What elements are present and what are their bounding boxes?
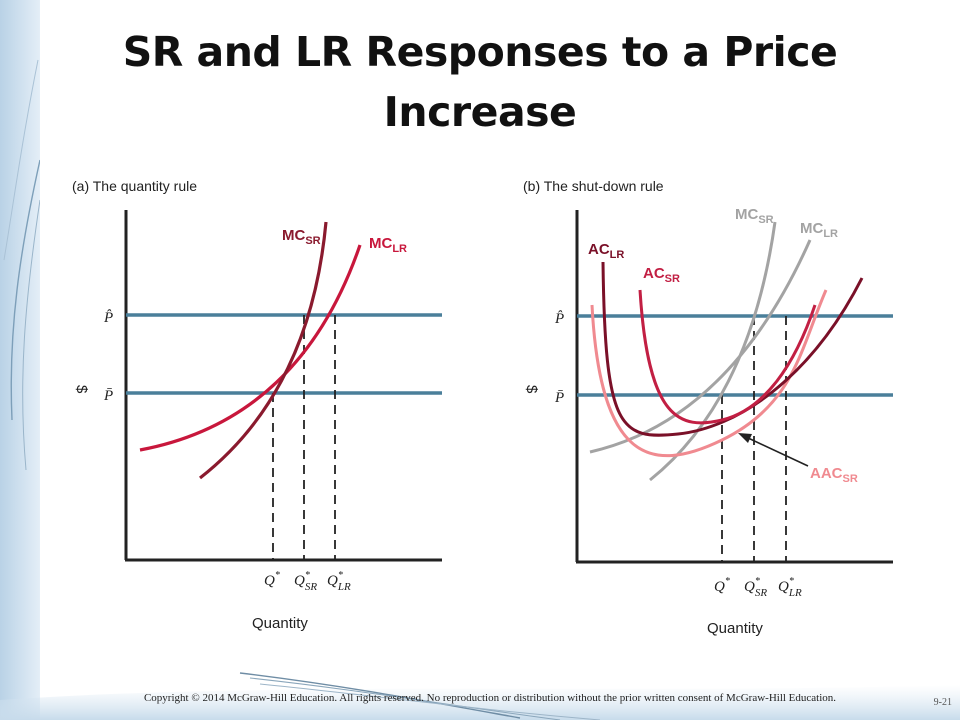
panel-b-price-label-high: P̂: [554, 311, 564, 327]
left-decoration: [0, 0, 40, 720]
panel-b-ac-sr-curve: [638, 289, 817, 425]
panel-a-mc-lr-label: MCLR: [369, 235, 407, 255]
panel-a-qlr-label: Q* LR: [327, 570, 351, 593]
panel-a-mc-sr-curve: [199, 221, 328, 480]
panel-b-price-label-low: P̄: [554, 390, 564, 406]
panel-b-q-label: Q*: [714, 576, 730, 595]
page-number: 9-21: [933, 697, 952, 708]
panel-a-y-axis-label: $: [73, 385, 90, 394]
panel-b-ac-sr-label: ACSR: [643, 265, 680, 285]
panel-b-y-axis-label: $: [523, 385, 540, 394]
panel-a-qsr-label: Q* SR: [294, 570, 317, 593]
panel-b-ac-lr-label: ACLR: [588, 241, 624, 261]
panel-b-mc-lr-curve: [589, 239, 812, 454]
panel-b-aac-sr-curve: [590, 289, 828, 458]
panel-a-mc-lr-curve: [139, 244, 362, 452]
panel-b-qlr-label: Q* LR: [778, 576, 802, 599]
panel-b-mc-lr-label: MCLR: [800, 220, 838, 240]
panel-b-aac-sr-label: AACSR: [810, 465, 858, 485]
panel-b-ac-lr-curve: [601, 261, 864, 437]
panel-b-x-axis-label: Quantity: [707, 620, 763, 637]
slide-title: SR and LR Responses to a Price Increase: [122, 28, 838, 136]
panel-b-aac-pointer-head: [738, 433, 752, 443]
panel-a-title: (a) The quantity rule: [72, 178, 197, 194]
panel-a-mc-sr-label: MCSR: [282, 227, 321, 247]
figure: (a) The quantity rule $ P̂ P̄ Q* Q* SR Q*…: [72, 178, 893, 637]
panel-a-price-label-high: P̂: [103, 310, 113, 326]
panel-b: (b) The shut-down rule $ P̂ P̄ Q* Q* SR Q…: [523, 178, 893, 637]
panel-a-q-label: Q*: [264, 570, 280, 589]
panel-a: (a) The quantity rule $ P̂ P̄ Q* Q* SR Q*…: [72, 178, 442, 632]
panel-b-qsr-label: Q* SR: [744, 576, 767, 599]
panel-b-mc-sr-curve: [649, 221, 777, 482]
panel-b-mc-sr-label: MCSR: [735, 206, 774, 226]
panel-b-aac-pointer: [745, 436, 809, 467]
copyright-notice: Copyright © 2014 McGraw-Hill Education. …: [143, 692, 837, 704]
panel-b-title: (b) The shut-down rule: [523, 178, 664, 194]
panel-a-x-axis-label: Quantity: [252, 615, 308, 632]
bottom-decoration: [0, 672, 960, 720]
panel-a-price-label-low: P̄: [103, 388, 113, 404]
